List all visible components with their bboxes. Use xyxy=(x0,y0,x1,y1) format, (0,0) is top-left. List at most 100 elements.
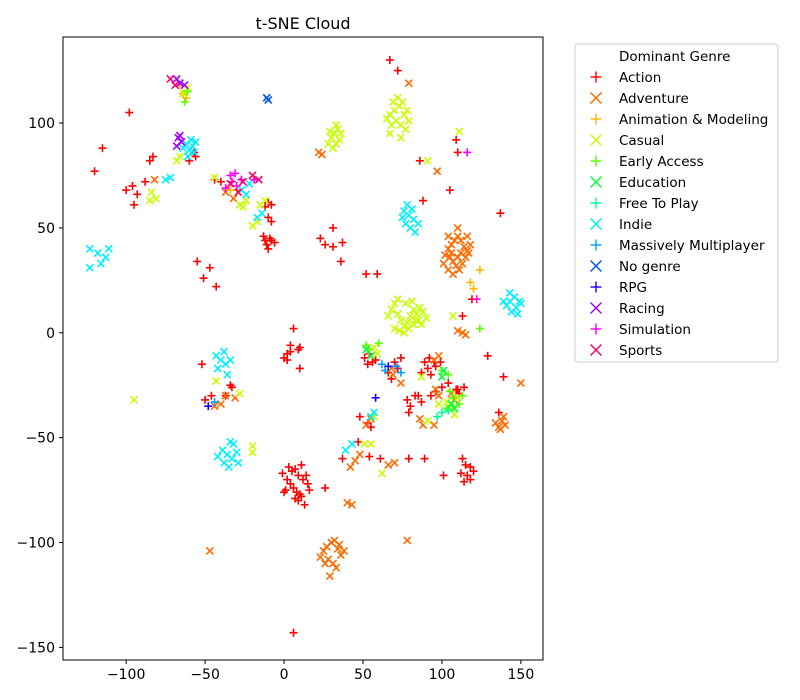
point-casual xyxy=(403,106,412,115)
point-action xyxy=(336,257,345,266)
point-indie xyxy=(505,297,514,306)
point-indie xyxy=(229,439,238,449)
point-indie xyxy=(398,213,407,222)
y-axis: −150 −100 −50 0 50 100 xyxy=(17,116,63,656)
point-casual xyxy=(417,372,426,381)
legend-marker-no-genre xyxy=(590,260,602,272)
point-adventure xyxy=(466,240,475,249)
point-adventure xyxy=(332,563,341,572)
point-casual xyxy=(238,202,248,211)
points-layer xyxy=(85,56,525,637)
point-action xyxy=(404,454,413,463)
point-casual xyxy=(423,416,432,425)
point-action xyxy=(458,454,467,463)
point-indie xyxy=(104,244,113,253)
point-casual xyxy=(129,395,139,404)
point-casual xyxy=(335,135,344,144)
point-action xyxy=(295,343,304,352)
point-action xyxy=(483,351,492,360)
point-action xyxy=(393,66,402,75)
point-action xyxy=(280,488,289,497)
point-casual xyxy=(423,156,432,165)
point-indie xyxy=(213,452,222,461)
point-casual xyxy=(382,114,391,123)
point-adventure xyxy=(433,167,442,176)
point-education xyxy=(437,372,447,381)
point-animation-modeling xyxy=(226,186,235,195)
x-tick-label: 150 xyxy=(508,667,535,683)
point-action xyxy=(259,232,268,241)
point-massively-multiplayer xyxy=(396,368,405,377)
point-indie xyxy=(242,190,251,199)
point-sports xyxy=(248,171,257,180)
legend-marker-sports xyxy=(590,344,602,356)
point-early-access xyxy=(455,400,464,409)
point-casual xyxy=(404,116,413,125)
plot-area xyxy=(62,36,544,661)
point-no-genre xyxy=(264,95,273,104)
point-casual xyxy=(210,173,219,182)
point-adventure xyxy=(362,420,371,430)
point-action xyxy=(453,148,462,157)
legend-marker-massively-multiplayer xyxy=(590,239,602,251)
point-action xyxy=(207,391,216,400)
point-casual xyxy=(152,194,161,203)
point-adventure xyxy=(321,559,330,568)
point-action xyxy=(453,385,462,394)
point-casual xyxy=(417,320,426,329)
point-action xyxy=(423,364,432,373)
point-indie xyxy=(227,454,237,463)
legend-label-rpg: RPG xyxy=(619,280,647,296)
point-action xyxy=(445,186,454,195)
point-animation-modeling xyxy=(466,278,475,287)
point-simulation xyxy=(226,171,235,180)
point-action xyxy=(426,370,435,379)
point-action xyxy=(354,437,363,446)
y-tick-label: −100 xyxy=(17,536,55,552)
point-indie xyxy=(223,370,232,379)
point-casual xyxy=(360,439,369,449)
point-sports xyxy=(166,74,175,84)
point-early-access xyxy=(445,387,454,396)
point-action xyxy=(294,471,303,480)
point-action xyxy=(426,391,435,400)
point-indie xyxy=(234,458,243,467)
legend-marker-early-access xyxy=(590,155,602,167)
y-tick-label: 100 xyxy=(28,116,55,132)
point-indie xyxy=(186,135,195,144)
point-action xyxy=(460,383,469,392)
point-action xyxy=(385,56,394,65)
point-casual xyxy=(412,309,421,318)
point-sports xyxy=(238,177,248,186)
point-rpg xyxy=(204,402,213,411)
point-casual xyxy=(385,129,394,138)
point-adventure xyxy=(351,456,360,465)
point-racing xyxy=(172,142,181,151)
point-action xyxy=(294,496,303,505)
point-action xyxy=(205,263,214,272)
point-indie xyxy=(369,408,379,417)
point-action xyxy=(278,469,287,478)
x-tick-label: −100 xyxy=(107,667,145,683)
legend-label-massively-multiplayer: Massively Multiplayer xyxy=(619,238,765,254)
point-action xyxy=(199,274,208,283)
legend-marker-indie xyxy=(590,218,602,230)
legend-marker-simulation xyxy=(590,323,602,335)
point-education xyxy=(366,351,375,360)
point-action xyxy=(201,395,210,404)
legend-label-indie: Indie xyxy=(619,217,652,233)
point-action xyxy=(316,234,325,243)
point-indie xyxy=(226,355,235,365)
point-adventure xyxy=(390,458,399,467)
point-adventure xyxy=(346,462,355,472)
point-rpg xyxy=(371,393,380,402)
point-casual xyxy=(387,305,396,314)
point-action xyxy=(297,460,306,469)
point-action xyxy=(461,460,470,469)
point-action xyxy=(90,167,99,176)
x-tick-label: 0 xyxy=(280,667,289,683)
point-adventure xyxy=(396,379,405,388)
point-adventure xyxy=(316,553,325,562)
legend-label-simulation: Simulation xyxy=(619,322,691,338)
